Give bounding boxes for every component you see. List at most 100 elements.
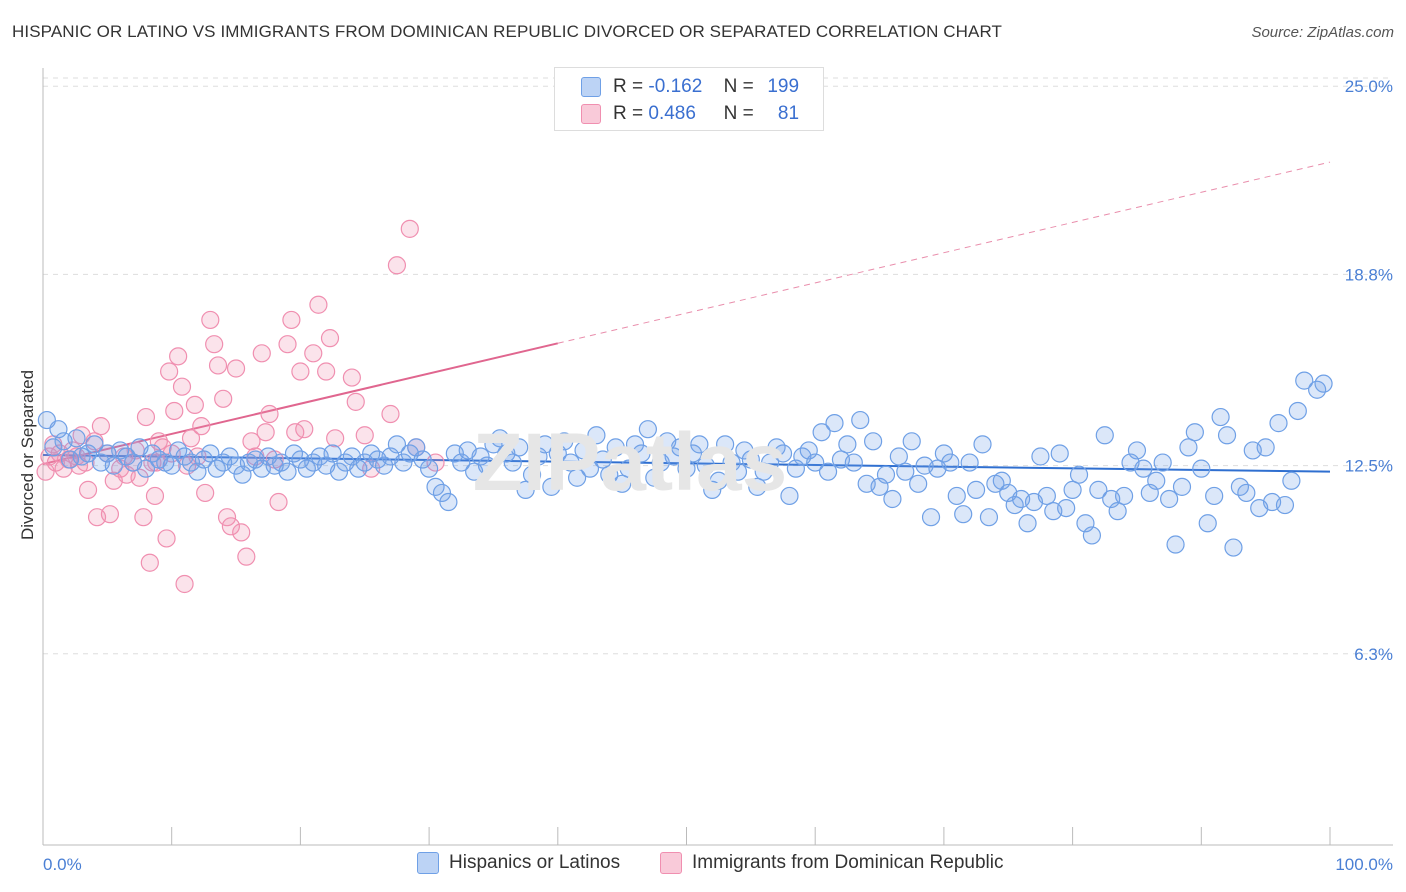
point-hispanic: [1295, 371, 1314, 390]
point-dominican: [157, 529, 176, 548]
point-hispanic: [954, 505, 973, 524]
point-hispanic: [600, 465, 619, 484]
point-hispanic: [735, 441, 754, 460]
point-dominican: [130, 468, 149, 487]
point-hispanic: [709, 471, 728, 490]
point-hispanic: [580, 459, 600, 478]
point-hispanic: [278, 462, 297, 481]
point-hispanic: [510, 438, 529, 457]
point-dominican: [342, 368, 361, 387]
point-hispanic: [606, 438, 625, 457]
point-hispanic: [1166, 535, 1185, 554]
point-hispanic: [625, 435, 645, 454]
point-dominican: [291, 362, 310, 381]
point-hispanic: [838, 435, 857, 454]
watermark: ZIPatlas: [473, 417, 787, 508]
point-hispanic: [1217, 426, 1237, 445]
point-dominican: [326, 429, 345, 448]
point-hispanic: [201, 444, 220, 463]
point-hispanic: [761, 453, 780, 472]
point-hispanic: [921, 508, 941, 527]
point-hispanic: [439, 492, 458, 512]
point-dominican: [355, 426, 374, 445]
data-points: [36, 219, 1333, 594]
point-hispanic: [883, 489, 902, 509]
point-dominican: [185, 395, 204, 415]
point-dominican: [172, 377, 192, 396]
trend-line-dominican-extension: [557, 161, 1331, 344]
legend-n-label: N =: [723, 103, 754, 124]
point-hispanic: [522, 465, 542, 484]
point-hispanic: [1269, 414, 1288, 433]
point-hispanic: [413, 450, 432, 469]
y-tick-labels: 25.0% 18.8% 12.5% 6.3%: [1345, 77, 1393, 664]
point-dominican: [208, 356, 228, 375]
point-hispanic: [741, 450, 760, 469]
point-hispanic: [677, 459, 696, 478]
point-hispanic: [561, 453, 580, 472]
point-hispanic: [574, 441, 593, 460]
point-hispanic: [1256, 438, 1275, 457]
point-hispanic: [271, 453, 291, 472]
correlation-legend: R = -0.162 N = 199 R = 0.486 N = 81: [554, 67, 824, 131]
point-hispanic: [1082, 526, 1102, 545]
legend-item-hispanic: Hispanics or Latinos: [417, 852, 620, 874]
point-dominican: [160, 362, 179, 381]
point-hispanic: [696, 456, 715, 475]
series-legend: Hispanics or Latinos Immigrants from Dom…: [0, 852, 1406, 876]
point-dominican: [36, 462, 55, 481]
point-hispanic: [889, 447, 908, 466]
point-hispanic: [542, 477, 561, 496]
point-dominican: [256, 423, 275, 442]
point-hispanic: [683, 444, 703, 463]
point-hispanic: [329, 462, 349, 481]
point-hispanic: [1211, 407, 1230, 427]
point-dominican: [304, 344, 323, 363]
point-hispanic: [374, 456, 394, 475]
point-dominican: [201, 310, 220, 330]
x-tick-label-max: 100.0%: [1335, 855, 1393, 874]
point-hispanic: [1314, 374, 1333, 393]
point-hispanic: [1237, 483, 1256, 503]
point-hispanic: [1205, 486, 1224, 506]
legend-n-label: N =: [723, 76, 754, 97]
point-hispanic: [516, 480, 535, 499]
legend-label-dominican: Immigrants from Dominican Republic: [692, 852, 1004, 873]
point-hispanic: [477, 456, 497, 475]
trend-line-dominican: [42, 342, 559, 466]
point-hispanic: [1288, 401, 1307, 421]
point-dominican: [78, 480, 98, 499]
point-hispanic: [1018, 514, 1037, 533]
point-hispanic: [535, 435, 555, 454]
point-hispanic: [78, 444, 98, 463]
legend-n-value: 199: [767, 76, 800, 97]
point-hispanic: [632, 444, 651, 463]
point-hispanic: [1153, 453, 1172, 472]
point-hispanic: [1224, 538, 1243, 557]
point-dominican: [260, 404, 279, 424]
point-dominican: [196, 483, 215, 503]
point-dominican: [136, 407, 156, 427]
legend-r-value: 0.486: [648, 103, 696, 124]
point-hispanic: [690, 435, 709, 454]
point-hispanic: [1089, 480, 1108, 499]
legend-label-hispanic: Hispanics or Latinos: [449, 852, 621, 873]
point-hispanic: [420, 459, 439, 478]
point-hispanic: [568, 468, 587, 487]
point-hispanic: [1114, 486, 1134, 506]
point-hispanic: [1282, 471, 1301, 490]
point-hispanic: [1127, 441, 1147, 460]
point-hispanic: [896, 462, 915, 481]
point-dominican: [54, 459, 73, 478]
point-dominican: [165, 401, 184, 421]
legend-n-value: 81: [777, 103, 800, 124]
point-hispanic: [162, 456, 181, 475]
legend-r-label: R =: [613, 103, 644, 124]
point-hispanic: [1198, 514, 1217, 533]
point-hispanic: [754, 462, 773, 481]
legend-swatch-pink: [660, 852, 682, 874]
point-hispanic: [947, 486, 966, 506]
legend-row-hispanic: R = -0.162 N = 199: [581, 75, 799, 99]
point-dominican: [181, 429, 201, 448]
point-hispanic: [876, 465, 896, 484]
